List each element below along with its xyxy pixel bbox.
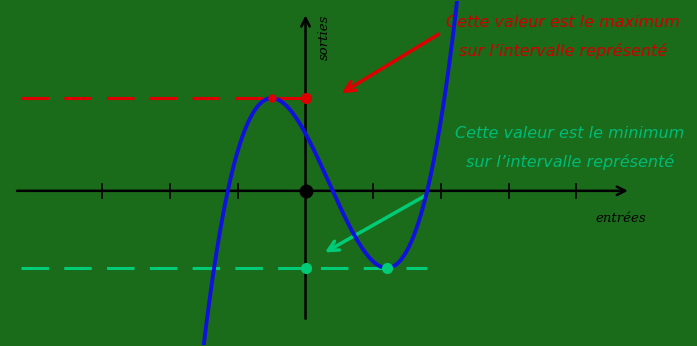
Text: sorties: sorties [318, 15, 330, 60]
Text: sur l’intervalle représenté: sur l’intervalle représenté [466, 154, 674, 170]
Text: entrées: entrées [595, 212, 646, 225]
Text: Cette valeur est le maximum: Cette valeur est le maximum [446, 15, 680, 30]
Text: sur l’intervalle représenté: sur l’intervalle représenté [459, 43, 667, 58]
Text: Cette valeur est le minimum: Cette valeur est le minimum [455, 126, 684, 141]
